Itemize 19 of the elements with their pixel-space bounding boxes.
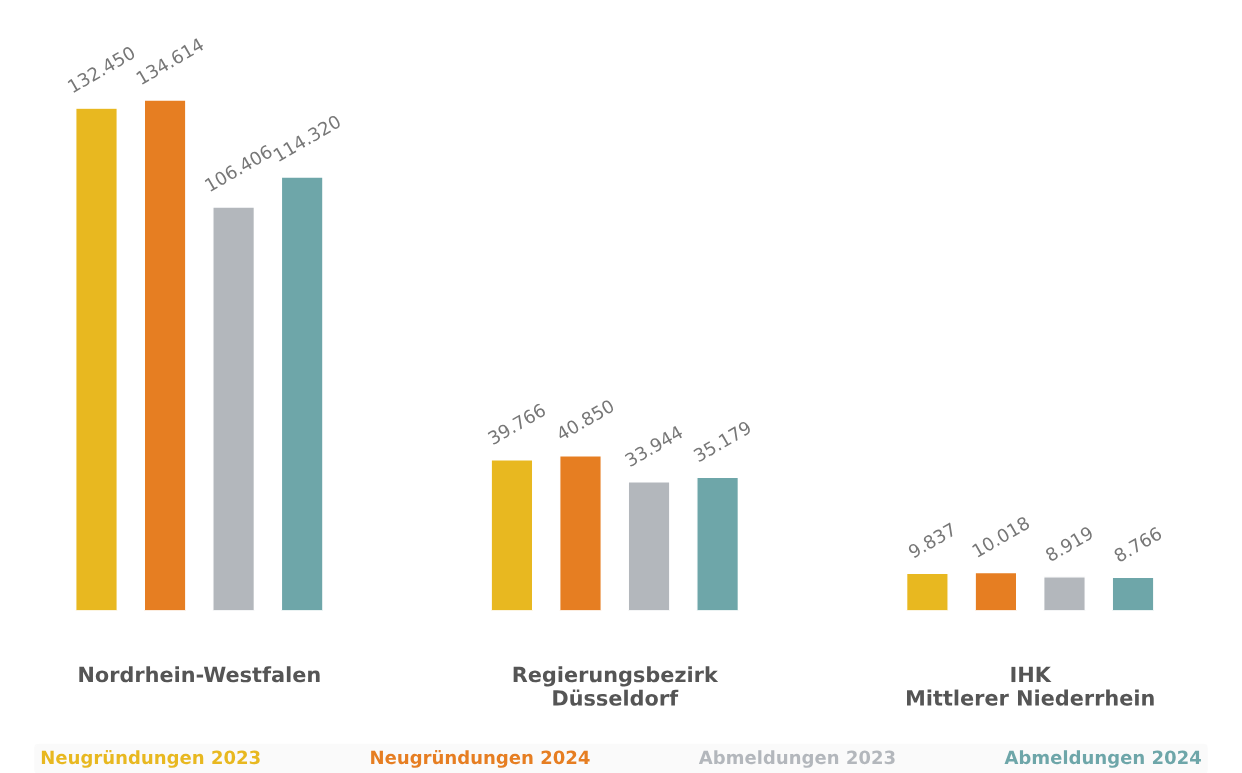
bar: [1111, 576, 1155, 611]
text: Neugründungen 2024: [371, 749, 590, 768]
bar: [627, 481, 671, 611]
bar: [974, 571, 1018, 611]
bar: [490, 459, 534, 611]
bar: [1043, 576, 1086, 611]
bar: [696, 476, 740, 611]
text: Neugründungen 2023: [41, 749, 260, 768]
text: Abmeldungen 2023: [698, 750, 895, 768]
text: Abmeldungen 2024: [1004, 750, 1201, 768]
x-tick-label: IHK Mittlerer Niederrhein: [907, 666, 1154, 706]
bar: [75, 107, 118, 611]
bar: [212, 206, 256, 611]
bar: [559, 454, 602, 611]
x-tick-label: Nordrhein-Westfalen: [79, 666, 320, 683]
bar: [280, 176, 324, 611]
bar: [143, 99, 187, 611]
bar: [905, 572, 949, 611]
x-tick-label: Regierungsbezirk Düsseldorf: [513, 666, 719, 706]
